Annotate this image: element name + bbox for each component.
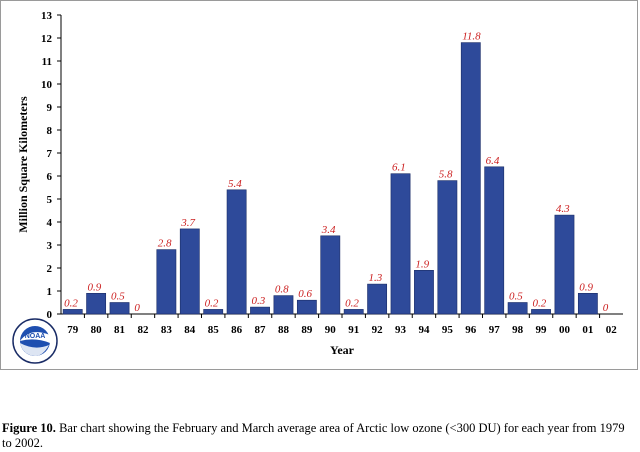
- svg-text:NOAA: NOAA: [25, 333, 46, 340]
- y-tick-label: 8: [47, 125, 53, 137]
- x-tick-label: 94: [418, 324, 430, 336]
- y-tick-label: 7: [47, 148, 53, 160]
- data-label: 0.5: [111, 291, 125, 303]
- x-tick-label: 86: [231, 324, 243, 336]
- x-tick-label: 95: [442, 324, 454, 336]
- bar: [437, 180, 458, 315]
- x-tick-label: 80: [91, 324, 103, 336]
- x-tick-label: 88: [278, 324, 290, 336]
- data-label: 1.9: [415, 258, 429, 270]
- x-tick-label: 83: [161, 324, 173, 336]
- bar: [296, 299, 317, 315]
- x-tick-label: 91: [348, 324, 359, 336]
- data-label: 0.9: [88, 281, 102, 293]
- x-tick-label: 81: [114, 324, 125, 336]
- bar: [554, 214, 575, 315]
- x-tick-label: 93: [395, 324, 407, 336]
- x-tick-label: 96: [465, 324, 477, 336]
- data-label: 5.8: [439, 169, 453, 181]
- figure-number: Figure 10.: [2, 421, 56, 435]
- bar: [577, 292, 598, 315]
- data-label: 0.2: [205, 297, 219, 309]
- data-label: 6.4: [486, 155, 500, 167]
- data-label: 3.7: [180, 217, 195, 229]
- y-tick-label: 10: [41, 79, 53, 91]
- bar: [460, 42, 481, 315]
- bar: [367, 283, 388, 315]
- x-tick-label: 87: [255, 324, 267, 336]
- x-tick-label: 97: [489, 324, 501, 336]
- bar: [203, 309, 224, 315]
- y-tick-label: 4: [47, 217, 53, 229]
- x-tick-label: 79: [67, 324, 79, 336]
- data-label: 0.2: [345, 297, 359, 309]
- x-axis-title: Year: [330, 343, 355, 357]
- data-label: 5.4: [228, 178, 242, 190]
- bar: [531, 309, 551, 315]
- bar: [156, 249, 177, 315]
- chart-panel: 0 1 2 3 4 5 6 7 8 9 10 11 12 13 Million Square Kilomet…: [0, 0, 638, 370]
- data-label: 6.1: [392, 162, 406, 174]
- bar: [273, 295, 294, 315]
- bar: [414, 269, 434, 315]
- data-label: 11.8: [462, 31, 481, 43]
- y-tick-label: 12: [41, 33, 53, 45]
- data-label: 0.2: [64, 297, 78, 309]
- data-label: 0: [134, 302, 140, 314]
- y-tick-label: 3: [47, 240, 53, 252]
- x-tick-label: 90: [325, 324, 337, 336]
- x-tick-label: 85: [208, 324, 220, 336]
- x-tick-label: 89: [301, 324, 313, 336]
- bar: [250, 306, 270, 315]
- data-label: 0.6: [298, 288, 312, 300]
- bar: [86, 292, 107, 315]
- x-tick-label: 98: [512, 324, 524, 336]
- y-tick-label: 2: [47, 263, 53, 275]
- y-tick-label: 1: [47, 286, 53, 298]
- y-tick-label: 5: [47, 194, 53, 206]
- y-tick-label: 11: [42, 56, 52, 68]
- x-tick-label: 99: [536, 324, 548, 336]
- figure-caption: Figure 10. Bar chart showing the Februar…: [2, 421, 632, 451]
- x-tick-label: 02: [606, 324, 618, 336]
- x-tick-label: 00: [559, 324, 571, 336]
- x-tick-label: 01: [582, 324, 593, 336]
- bar: [62, 309, 83, 315]
- data-label: 0.9: [579, 281, 593, 293]
- data-label: 0.2: [532, 297, 546, 309]
- data-label: 4.3: [556, 203, 570, 215]
- data-label: 1.3: [369, 272, 383, 284]
- x-tick-label: 84: [184, 324, 196, 336]
- data-label: 2.8: [158, 238, 172, 250]
- x-tick-label: 82: [137, 324, 149, 336]
- bar: [507, 302, 528, 315]
- y-axis-title: Million Square Kilometers: [16, 96, 30, 233]
- bar: [109, 302, 130, 315]
- data-label: 0.8: [275, 284, 289, 296]
- bar: [226, 189, 247, 315]
- bar: [343, 309, 364, 315]
- y-tick-label: 6: [47, 171, 53, 183]
- bar: [484, 166, 505, 315]
- bar: [179, 228, 200, 315]
- data-label: 0: [603, 302, 609, 314]
- y-tick-label: 0: [47, 309, 53, 321]
- y-tick-label: 13: [41, 10, 53, 22]
- data-label: 0.5: [509, 291, 523, 303]
- bar: [390, 173, 411, 315]
- caption-text: Bar chart showing the February and March…: [2, 421, 625, 450]
- noaa-logo: NOAA: [12, 318, 58, 364]
- data-label: 0.3: [251, 295, 265, 307]
- data-label: 3.4: [321, 224, 336, 236]
- x-tick-label: 92: [372, 324, 384, 336]
- y-tick-label: 9: [47, 102, 53, 114]
- bar: [320, 235, 341, 315]
